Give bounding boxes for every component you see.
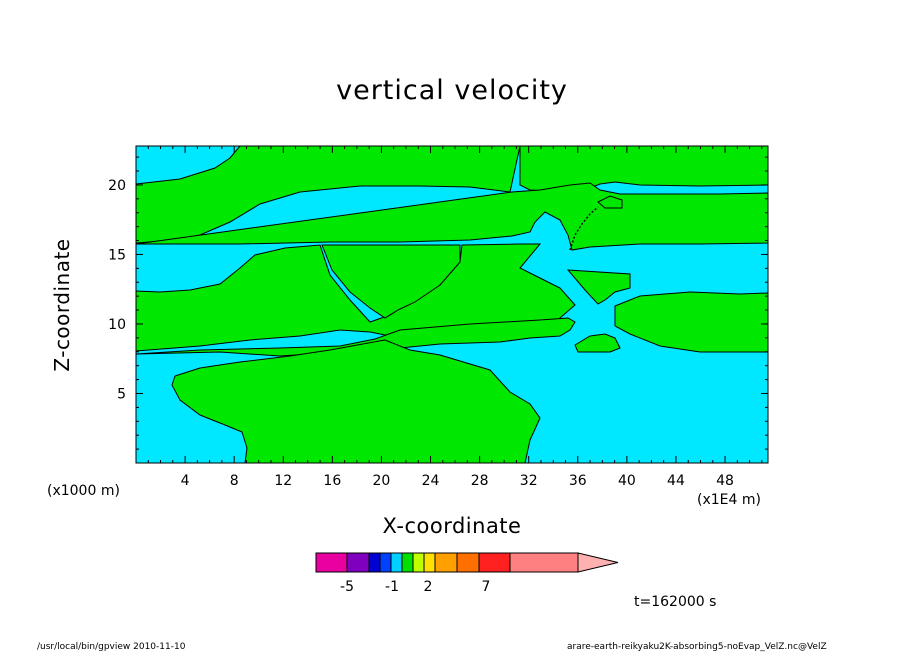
colorbar-label-3: 2 <box>424 579 433 595</box>
x-scale-note: (x1E4 m) <box>697 492 761 508</box>
x-tick-label-6: 24 <box>422 473 440 489</box>
x-tick-label-1: 4 <box>181 473 190 489</box>
green-region-6 <box>566 269 631 305</box>
x-tick-label-4: 16 <box>323 473 341 489</box>
green-region-2 <box>519 145 769 193</box>
colorbar: -5 -1 2 7 <box>315 552 619 595</box>
green-region-5 <box>321 244 461 319</box>
colorbar-cell-6 <box>401 552 414 573</box>
x-tick-label-7: 28 <box>471 473 489 489</box>
colorbar-cell-8 <box>423 552 436 573</box>
chart-title: vertical velocity <box>336 75 568 106</box>
x-tick-label-9: 36 <box>569 473 587 489</box>
x-tick-label-12: 48 <box>716 473 734 489</box>
x-tick-label-2: 8 <box>230 473 239 489</box>
colorbar-cell-10 <box>456 552 480 573</box>
y-tick-label-2: 10 <box>108 317 126 333</box>
colorbar-cell-5 <box>390 552 403 573</box>
green-region-11 <box>597 195 623 209</box>
y-tick-label-3: 15 <box>108 247 126 263</box>
time-label: t=162000 s <box>634 594 717 610</box>
colorbar-cell-3 <box>368 552 381 573</box>
footer-right: arare-earth-reikyaku2K-absorbing5-noEvap… <box>567 642 827 652</box>
green-region-10 <box>171 339 541 464</box>
colorbar-label-2: -1 <box>385 579 399 595</box>
colorbar-label-4: 7 <box>482 579 491 595</box>
x-tick-label-10: 40 <box>618 473 636 489</box>
colorbar-label-1: -5 <box>340 579 354 595</box>
x-axis-ticks: 4 8 12 16 20 24 28 32 36 40 44 48 <box>147 146 763 489</box>
colorbar-cell-4 <box>379 552 392 573</box>
x-tick-label-11: 44 <box>667 473 685 489</box>
colorbar-cell-2 <box>346 552 370 573</box>
colorbar-arrow <box>577 552 619 573</box>
green-region-9 <box>574 333 621 353</box>
velocity-field <box>135 145 769 464</box>
y-axis-ticks: 5 10 15 20 <box>108 156 768 450</box>
axes <box>135 145 769 464</box>
x-tick-label-8: 32 <box>520 473 538 489</box>
y-tick-label-1: 5 <box>117 386 126 402</box>
colorbar-cell-11 <box>478 552 511 573</box>
footer-left: /usr/local/bin/gpview 2010-11-10 <box>37 642 186 652</box>
y-axis-label: Z-coordinate <box>50 238 74 372</box>
x-tick-label-3: 12 <box>274 473 292 489</box>
x-unit-label: (x1000 m) <box>47 483 120 499</box>
colorbar-cell-12 <box>509 552 579 573</box>
colorbar-cell-7 <box>412 552 425 573</box>
colorbar-cell-9 <box>434 552 458 573</box>
colorbar-cell-1 <box>315 552 348 573</box>
dotted-contour <box>569 206 599 251</box>
y-tick-label-4: 20 <box>108 178 126 194</box>
plot-frame <box>135 145 769 464</box>
x-tick-label-5: 20 <box>373 473 391 489</box>
x-axis-label: X-coordinate <box>382 514 522 538</box>
